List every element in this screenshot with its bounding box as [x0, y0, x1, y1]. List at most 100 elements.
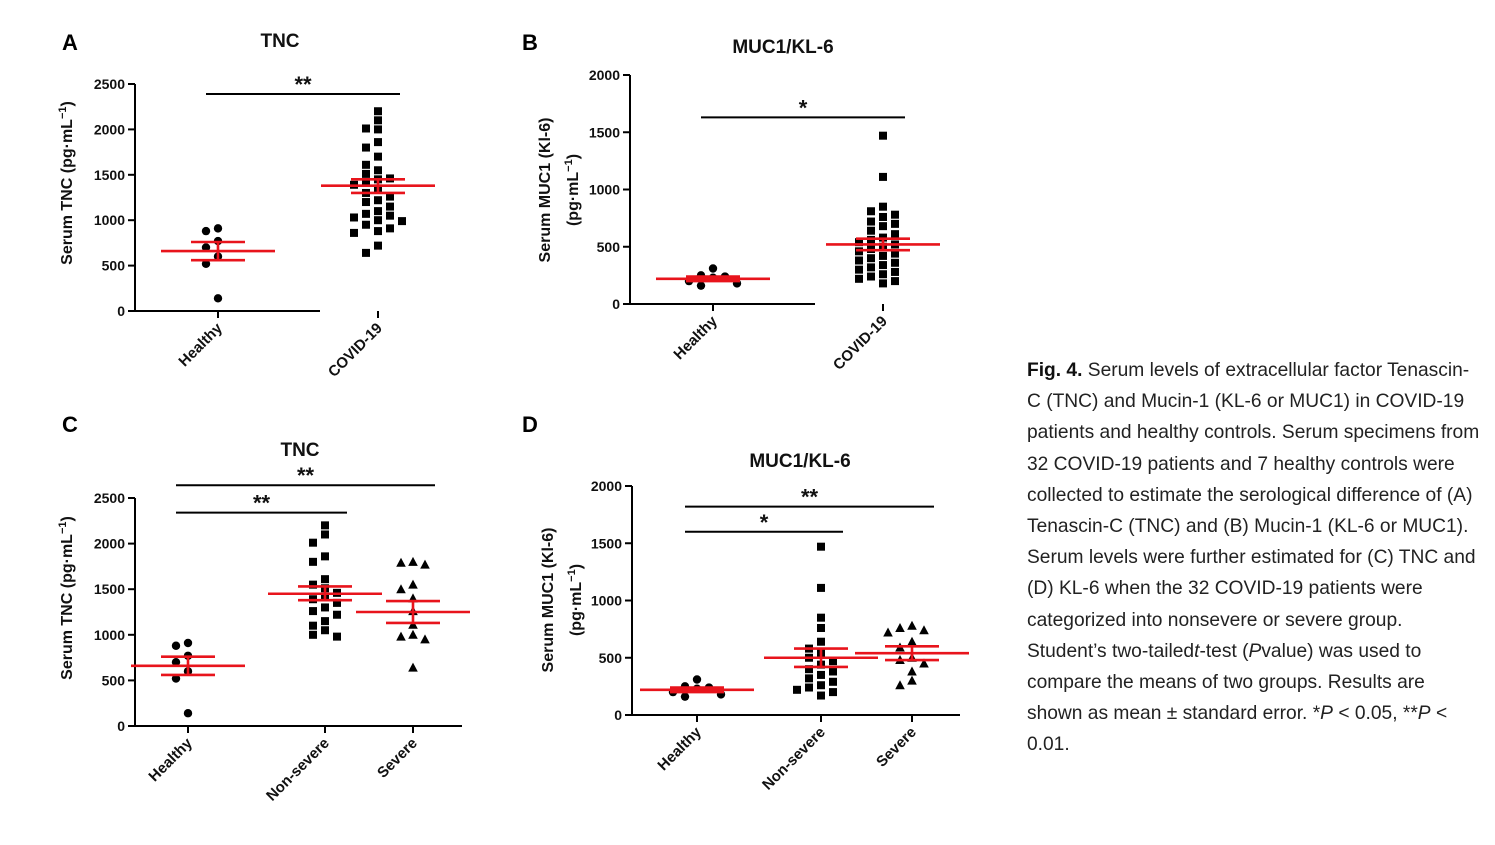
- x-category-label: Severe: [873, 724, 920, 771]
- data-point-square: [805, 674, 813, 683]
- data-point-square: [817, 691, 825, 700]
- y-tick-label: 1500: [591, 535, 622, 551]
- data-point-circle: [171, 657, 181, 667]
- data-point-triangle: [396, 557, 406, 567]
- caption-p2-italic: P: [1320, 703, 1333, 725]
- data-point-square: [867, 226, 875, 235]
- x-category-label: Healthy: [670, 312, 721, 363]
- data-point-square: [879, 279, 887, 288]
- y-tick-label: 1000: [94, 627, 125, 643]
- charts-canvas: TNC 0 500 1000 1500 2000 2500 Serum TNC (pg·mL−…: [57, 31, 969, 805]
- y-tick-label: 500: [599, 650, 623, 666]
- data-point-circle: [171, 674, 181, 683]
- significance-label: **: [253, 491, 271, 516]
- data-point-square: [891, 230, 899, 239]
- chart-panel-d: MUC1/KL-6 0 500 1000 1500 2000 Serum MUC1 (Kl-…: [540, 451, 969, 794]
- data-point-square: [321, 617, 329, 626]
- data-point-square: [805, 665, 813, 674]
- data-point-triangle: [408, 619, 418, 629]
- data-point-square: [891, 210, 899, 219]
- y-tick-label: 1000: [591, 593, 622, 609]
- data-point-triangle: [408, 629, 418, 639]
- data-point-square: [891, 267, 899, 276]
- y-axis-label: Serum TNC (pg·mL−1): [57, 101, 76, 265]
- data-point-square: [362, 220, 370, 229]
- data-point-square: [333, 598, 341, 607]
- caption-t-italic: t: [1194, 640, 1200, 662]
- chart-panel-a: TNC 0 500 1000 1500 2000 2500 Serum TNC (pg·mL−…: [57, 31, 435, 381]
- y-tick-label: 2000: [94, 536, 125, 552]
- data-point-square: [793, 685, 801, 694]
- data-point-triangle: [907, 620, 917, 630]
- data-point-triangle: [420, 634, 430, 644]
- data-point-square: [817, 637, 825, 646]
- data-point-square: [879, 222, 887, 231]
- y-tick-label: 2000: [94, 121, 125, 137]
- data-point-square: [309, 580, 317, 589]
- data-point-square: [321, 626, 329, 635]
- data-point-square: [805, 683, 813, 692]
- y-tick-label: 2500: [94, 490, 125, 506]
- chart-title: MUC1/KL-6: [732, 37, 833, 58]
- data-point-square: [867, 217, 875, 226]
- data-point-square: [333, 610, 341, 619]
- data-point-triangle: [895, 680, 905, 690]
- data-point-triangle: [396, 584, 406, 594]
- x-category-label: Severe: [374, 735, 421, 782]
- y-axis-label-units: (pg·mL−1): [563, 154, 582, 226]
- data-point-square: [374, 216, 382, 225]
- data-point-square: [374, 227, 382, 236]
- caption-text-1: Serum levels of extracellular factor Ten…: [1027, 360, 1480, 662]
- y-tick-label: 2500: [94, 76, 125, 92]
- data-point-square: [362, 143, 370, 152]
- data-point-circle: [201, 243, 211, 252]
- data-point-square: [829, 657, 837, 666]
- y-tick-label: 1500: [94, 167, 125, 183]
- data-point-square: [867, 254, 875, 263]
- data-point-square: [829, 677, 837, 686]
- data-point-square: [386, 202, 394, 211]
- data-point-triangle: [895, 622, 905, 632]
- y-tick-label: 500: [597, 239, 621, 255]
- y-tick-label: 0: [614, 707, 622, 723]
- y-tick-label: 2000: [591, 478, 622, 494]
- data-point-square: [374, 152, 382, 161]
- data-point-square: [333, 632, 341, 641]
- data-point-circle: [708, 264, 718, 273]
- y-axis-label: Serum MUC1 (Kl-6): [537, 118, 554, 263]
- data-point-circle: [183, 638, 193, 648]
- y-tick-label: 1000: [589, 182, 620, 198]
- data-point-square: [374, 166, 382, 175]
- data-point-square: [855, 274, 863, 283]
- data-point-square: [817, 670, 825, 679]
- data-point-square: [891, 219, 899, 228]
- data-point-square: [891, 249, 899, 258]
- data-point-square: [374, 196, 382, 205]
- caption-text-2: -test (: [1199, 640, 1249, 662]
- data-point-square: [879, 261, 887, 270]
- data-point-circle: [213, 294, 223, 303]
- data-point-square: [879, 202, 887, 211]
- data-point-square: [374, 241, 382, 250]
- data-point-circle: [201, 226, 211, 236]
- data-point-square: [350, 213, 358, 222]
- data-point-circle: [692, 675, 702, 684]
- data-point-circle: [183, 709, 193, 718]
- y-tick-label: 500: [102, 672, 126, 688]
- data-point-square: [398, 217, 406, 226]
- y-axis-label-units: (pg·mL−1): [566, 564, 585, 636]
- data-point-triangle: [408, 662, 418, 672]
- data-point-square: [879, 131, 887, 140]
- data-point-square: [817, 613, 825, 622]
- data-point-square: [829, 688, 837, 697]
- data-point-square: [362, 178, 370, 187]
- x-category-label: COVID-19: [830, 313, 891, 374]
- data-point-circle: [213, 224, 223, 233]
- chart-title: MUC1/KL-6: [749, 451, 850, 472]
- y-tick-label: 1000: [94, 212, 125, 228]
- data-point-square: [817, 681, 825, 690]
- data-point-square: [879, 172, 887, 181]
- data-point-square: [321, 575, 329, 584]
- y-tick-label: 0: [117, 303, 125, 319]
